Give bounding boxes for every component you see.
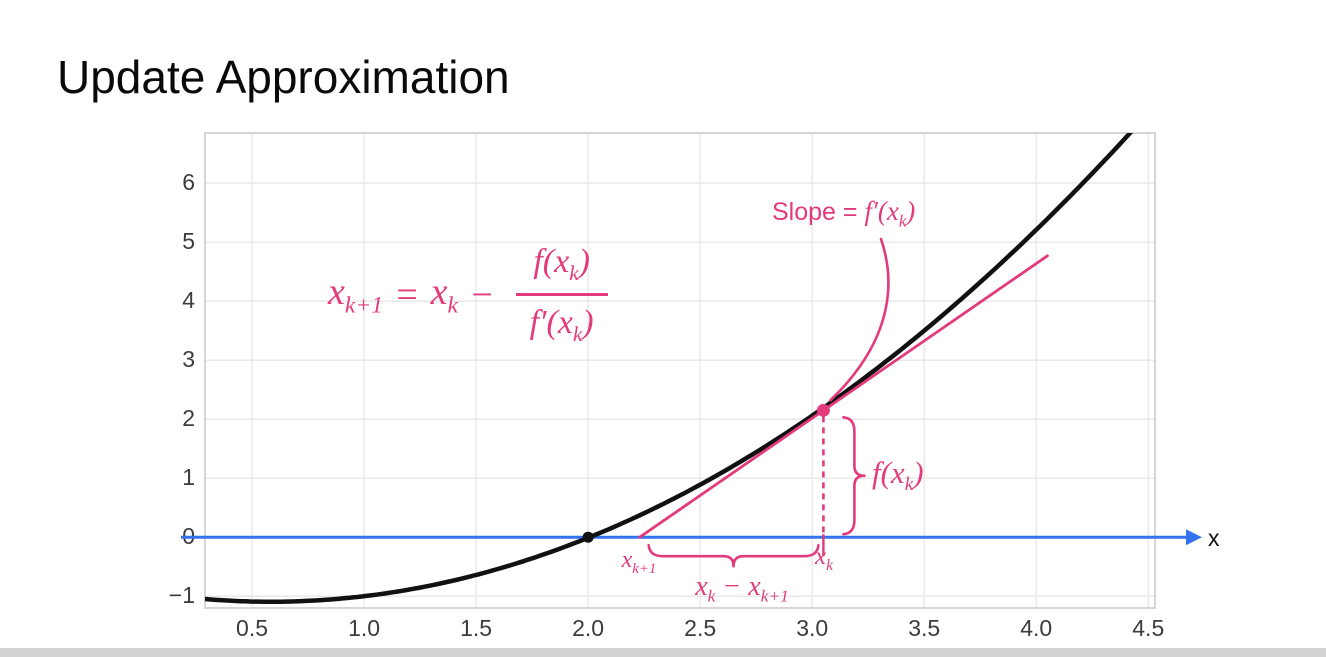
- tangent-line: [638, 254, 1049, 539]
- x-tick-label: 2.5: [684, 615, 717, 641]
- y-tick-label: 4: [182, 287, 195, 314]
- plot-border: [204, 132, 1156, 609]
- x-tick-label: 1.5: [460, 615, 493, 641]
- slope-pointer-curve: [829, 237, 890, 402]
- bottom-gray-strip: [0, 648, 1326, 657]
- x-tick-label: 0.5: [236, 615, 269, 641]
- page-title: Update Approximation: [57, 51, 510, 103]
- x-tick-label: 3.0: [796, 615, 829, 641]
- fxk-brace: [842, 416, 866, 536]
- x-tick-label: 2.0: [572, 615, 605, 641]
- y-tick-label: −1: [168, 582, 195, 609]
- root-dot: [582, 531, 594, 543]
- x-tick-label: 3.5: [908, 615, 941, 641]
- y-tick-label: 3: [182, 346, 195, 373]
- y-tick-label: 2: [182, 405, 195, 432]
- y-tick-label: 1: [182, 464, 195, 491]
- y-tick-label: 5: [182, 228, 195, 255]
- tangent-point-dot: [816, 403, 830, 417]
- x-tick-label: 4.0: [1020, 615, 1053, 641]
- x-tick-label: 4.5: [1132, 615, 1165, 641]
- x-tick-label: 1.0: [348, 615, 381, 641]
- y-tick-label: 6: [182, 169, 195, 196]
- diff-brace: [647, 543, 820, 568]
- function-curve: [205, 133, 1134, 604]
- x-axis-arrowhead: [1186, 529, 1202, 546]
